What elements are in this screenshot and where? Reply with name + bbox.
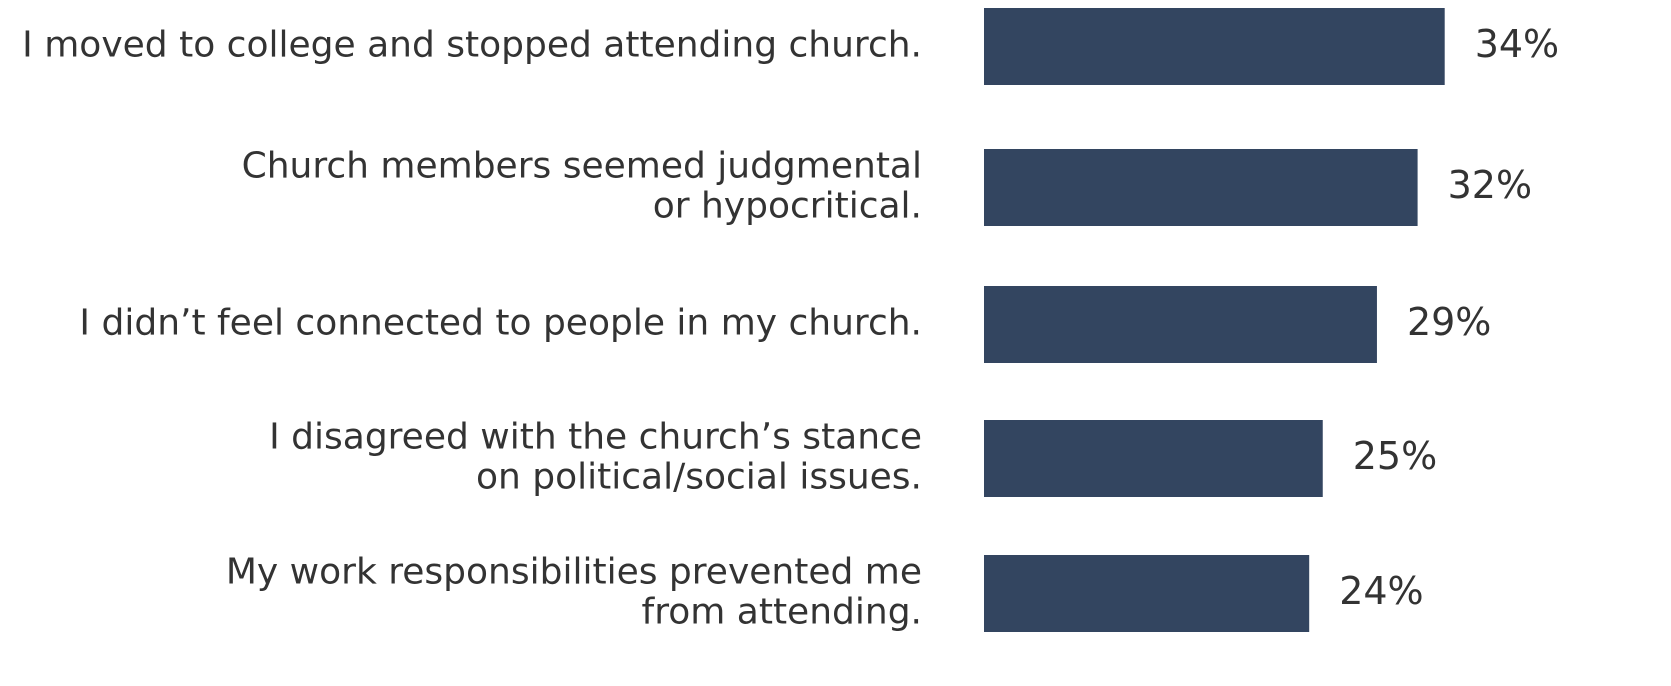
category-labels: I moved to college and stopped attending…: [22, 25, 922, 633]
category-label-line: from attending.: [642, 592, 922, 633]
category-label-line: Church members seemed judgmental: [242, 146, 922, 187]
bar-3: [984, 286, 1377, 363]
category-label-5: My work responsibilities prevented me fro…: [226, 552, 922, 633]
value-label-2: 32%: [1448, 163, 1532, 207]
bar-4: [984, 420, 1323, 497]
value-label-3: 29%: [1407, 300, 1491, 344]
bar-1: [984, 8, 1445, 85]
category-label-line: on political/social issues.: [476, 457, 922, 498]
category-label-line: I disagreed with the church’s stance: [269, 417, 922, 458]
value-label-1: 34%: [1475, 22, 1559, 66]
bar-2: [984, 149, 1418, 226]
category-label-line: or hypocritical.: [653, 186, 922, 227]
value-labels: 34% 32% 29% 25% 24%: [1339, 22, 1559, 613]
value-label-4: 25%: [1353, 434, 1437, 478]
category-label-line: I didn’t feel connected to people in my …: [79, 303, 922, 344]
bars: [984, 8, 1445, 632]
category-label-2: Church members seemed judgmental or hypoc…: [242, 146, 922, 227]
value-label-5: 24%: [1339, 569, 1423, 613]
category-label-line: I moved to college and stopped attending…: [22, 25, 922, 66]
bar-5: [984, 555, 1310, 632]
category-label-3: I didn’t feel connected to people in my …: [79, 303, 922, 344]
category-label-4: I disagreed with the church’s stance on p…: [269, 417, 922, 498]
category-label-line: My work responsibilities prevented me: [226, 552, 922, 593]
category-label-1: I moved to college and stopped attending…: [22, 25, 922, 66]
